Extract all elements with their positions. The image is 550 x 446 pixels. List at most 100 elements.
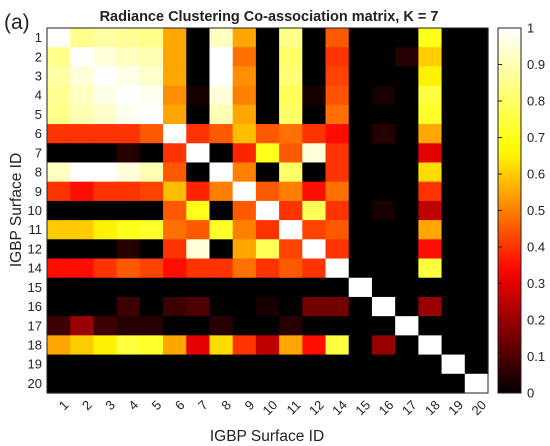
- heatmap-cell: [441, 316, 466, 336]
- heatmap-cell: [464, 85, 489, 106]
- y-tick-label: 6: [35, 126, 42, 141]
- heatmap-cell: [47, 335, 71, 356]
- heatmap-cell: [186, 124, 211, 144]
- heatmap-cell: [325, 181, 350, 202]
- heatmap-cell: [232, 28, 257, 48]
- heatmap-cell: [371, 335, 396, 356]
- heatmap-cell: [70, 162, 95, 183]
- x-tick-label: 8: [218, 397, 234, 413]
- heatmap-cell: [441, 66, 466, 87]
- colorbar-tick-label: 0.6: [527, 167, 545, 182]
- heatmap-cell: [348, 296, 373, 317]
- heatmap-cell: [371, 162, 396, 183]
- heatmap-cell: [93, 181, 118, 202]
- heatmap-cell: [93, 143, 118, 164]
- x-tick-label: 2: [79, 397, 95, 413]
- heatmap-cell: [186, 85, 211, 106]
- heatmap-cell: [186, 66, 211, 87]
- heatmap-cell: [371, 104, 396, 125]
- heatmap-cell: [464, 124, 489, 144]
- heatmap-cell: [395, 162, 419, 183]
- heatmap-cell: [255, 85, 280, 106]
- heatmap-cell: [70, 181, 95, 202]
- heatmap-cell: [93, 47, 118, 68]
- heatmap-cell: [232, 200, 257, 221]
- heatmap-cell: [139, 373, 164, 394]
- heatmap-cell: [441, 28, 466, 48]
- y-tick-label: 12: [28, 241, 42, 256]
- plot-frame: [46, 27, 489, 394]
- heatmap-cell: [418, 335, 443, 356]
- y-axis-label: IGBP Surface ID: [8, 153, 25, 267]
- heatmap-cell: [47, 277, 71, 298]
- heatmap-cell: [163, 200, 187, 221]
- heatmap-cell: [232, 354, 257, 375]
- heatmap-cell: [325, 335, 350, 356]
- heatmap-cell: [302, 124, 327, 144]
- heatmap-cell: [325, 200, 350, 221]
- heatmap-cell: [464, 354, 489, 375]
- heatmap-cell: [93, 124, 118, 144]
- heatmap-cell: [395, 104, 419, 125]
- heatmap-cell: [418, 220, 443, 240]
- colorbar-tick-label: 1: [527, 21, 534, 36]
- heatmap-cell: [325, 373, 350, 394]
- heatmap-cell: [186, 143, 211, 164]
- heatmap-cell: [232, 373, 257, 394]
- heatmap-cell: [464, 66, 489, 87]
- heatmap-cell: [255, 258, 280, 279]
- heatmap-cell: [209, 66, 234, 87]
- heatmap-cell: [116, 354, 141, 375]
- heatmap-cell: [47, 124, 71, 144]
- heatmap-cell: [302, 104, 327, 125]
- heatmap-cell: [371, 66, 396, 87]
- heatmap-cell: [325, 258, 350, 279]
- x-tick-labels: 1 2 3 4 5 6 7 8 9 10 11 12 14 15 16 17 18 19 20: [56, 397, 490, 418]
- heatmap-cell: [70, 239, 95, 260]
- heatmap-cell: [395, 47, 419, 68]
- heatmap-cell: [93, 162, 118, 183]
- heatmap-cell: [279, 124, 303, 144]
- heatmap-cell: [209, 316, 234, 336]
- heatmap-cell: [395, 316, 419, 336]
- heatmap-cell: [279, 277, 303, 298]
- heatmap-cell: [139, 181, 164, 202]
- heatmap-cell: [255, 104, 280, 125]
- heatmap-cell: [464, 296, 489, 317]
- heatmap-cell: [348, 220, 373, 240]
- heatmap-cell: [209, 354, 234, 375]
- heatmap-cell: [348, 239, 373, 260]
- heatmap-cell: [302, 239, 327, 260]
- heatmap-cell: [116, 258, 141, 279]
- heatmap-cell: [163, 354, 187, 375]
- heatmap-cell: [47, 220, 71, 240]
- heatmap-cell: [232, 258, 257, 279]
- heatmap-cell: [279, 47, 303, 68]
- heatmap-cell: [186, 316, 211, 336]
- heatmap-cell: [325, 124, 350, 144]
- heatmap-cell: [418, 66, 443, 87]
- heatmap-cell: [395, 373, 419, 394]
- heatmap-cell: [348, 85, 373, 106]
- heatmap-cell: [371, 143, 396, 164]
- heatmap-cell: [348, 316, 373, 336]
- heatmap-cell: [163, 85, 187, 106]
- heatmap-cell: [441, 200, 466, 221]
- heatmap-cell: [70, 47, 95, 68]
- heatmap-cell: [47, 239, 71, 260]
- heatmap-cell: [139, 277, 164, 298]
- colorbar-tick-label: 0.8: [527, 94, 545, 109]
- heatmap-cell: [209, 220, 234, 240]
- heatmap-cell: [279, 66, 303, 87]
- heatmap-cell: [348, 258, 373, 279]
- y-tick-label: 4: [35, 88, 42, 103]
- heatmap-cell: [279, 85, 303, 106]
- heatmap-cell: [70, 124, 95, 144]
- heatmap-cell: [93, 296, 118, 317]
- heatmap-cell: [209, 181, 234, 202]
- heatmap-cell: [116, 66, 141, 87]
- heatmap-cell: [139, 239, 164, 260]
- heatmap-cell: [325, 162, 350, 183]
- heatmap-cell: [302, 85, 327, 106]
- y-tick-label: 7: [35, 145, 42, 160]
